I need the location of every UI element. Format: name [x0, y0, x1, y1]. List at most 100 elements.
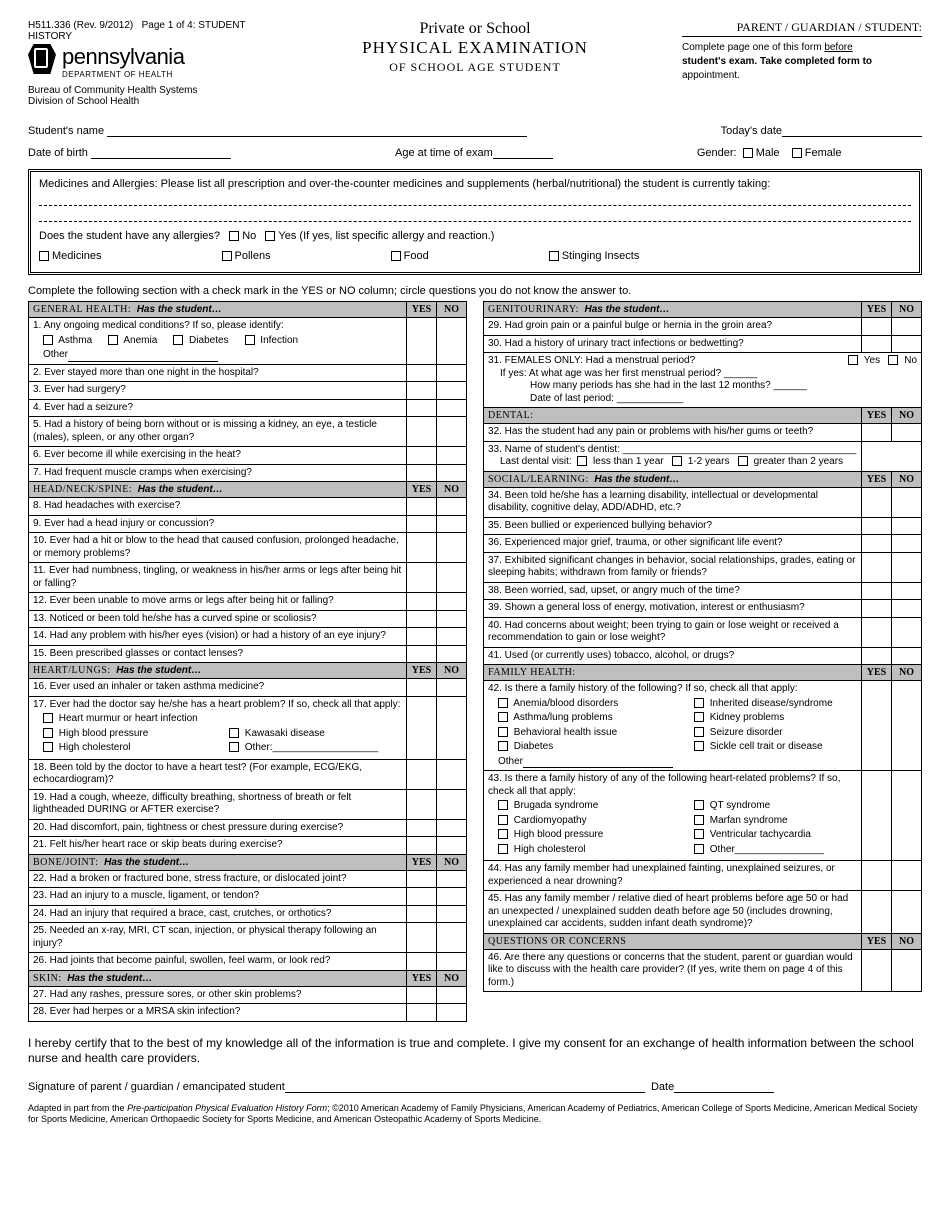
opt-checkbox[interactable] [43, 335, 53, 345]
opt-checkbox[interactable] [694, 727, 704, 737]
yes-cell[interactable] [407, 563, 437, 593]
yes-cell[interactable] [407, 905, 437, 923]
opt-checkbox[interactable] [694, 815, 704, 825]
no-cell[interactable] [437, 953, 467, 971]
no-cell[interactable] [437, 986, 467, 1004]
no-cell[interactable] [437, 464, 467, 482]
yes-cell[interactable] [862, 617, 892, 647]
student-name-input[interactable] [107, 125, 527, 137]
yes-cell[interactable] [407, 923, 437, 953]
opt-checkbox[interactable] [498, 727, 508, 737]
signature-input[interactable] [285, 1081, 645, 1093]
yes-cell[interactable] [862, 771, 892, 861]
no-cell[interactable] [437, 563, 467, 593]
no-cell[interactable] [437, 610, 467, 628]
allergy-medicines-checkbox[interactable] [39, 251, 49, 261]
yes-cell[interactable] [407, 382, 437, 400]
females-no[interactable] [888, 355, 898, 365]
no-cell[interactable] [437, 870, 467, 888]
no-cell[interactable] [437, 759, 467, 789]
yes-cell[interactable] [407, 498, 437, 516]
sub-checkbox[interactable] [738, 456, 748, 466]
sig-date-input[interactable] [674, 1081, 774, 1093]
yes-cell[interactable] [407, 417, 437, 447]
opt-checkbox[interactable] [694, 800, 704, 810]
yes-cell[interactable] [862, 335, 892, 353]
opt-checkbox[interactable] [43, 713, 53, 723]
yes-cell[interactable] [862, 552, 892, 582]
yes-cell[interactable] [407, 789, 437, 819]
yes-cell[interactable] [407, 870, 437, 888]
yes-cell[interactable] [407, 888, 437, 906]
yes-cell[interactable] [407, 953, 437, 971]
gender-female-checkbox[interactable] [792, 148, 802, 158]
opt-checkbox[interactable] [43, 728, 53, 738]
no-cell[interactable] [437, 923, 467, 953]
no-cell[interactable] [437, 696, 467, 759]
no-cell[interactable] [892, 552, 922, 582]
allergy-stinging-checkbox[interactable] [549, 251, 559, 261]
yes-cell[interactable] [862, 582, 892, 600]
opt-checkbox[interactable] [694, 712, 704, 722]
no-cell[interactable] [892, 647, 922, 665]
yes-cell[interactable] [407, 318, 437, 365]
opt-checkbox[interactable] [694, 844, 704, 854]
yes-cell[interactable] [407, 464, 437, 482]
no-cell[interactable] [437, 628, 467, 646]
yes-cell[interactable] [407, 628, 437, 646]
opt-checkbox[interactable] [229, 728, 239, 738]
no-cell[interactable] [892, 949, 922, 992]
yes-cell[interactable] [407, 593, 437, 611]
no-cell[interactable] [437, 905, 467, 923]
no-cell[interactable] [892, 600, 922, 618]
yes-cell[interactable] [862, 647, 892, 665]
sub-checkbox[interactable] [577, 456, 587, 466]
opt-checkbox[interactable] [694, 741, 704, 751]
allergy-no-checkbox[interactable] [229, 231, 239, 241]
no-cell[interactable] [892, 617, 922, 647]
dob-input[interactable] [91, 147, 231, 159]
opt-checkbox[interactable] [173, 335, 183, 345]
yes-cell[interactable] [407, 399, 437, 417]
yes-cell[interactable] [407, 679, 437, 697]
no-cell[interactable] [437, 593, 467, 611]
no-cell[interactable] [892, 535, 922, 553]
no-cell[interactable] [437, 399, 467, 417]
allergy-pollens-checkbox[interactable] [222, 251, 232, 261]
opt-checkbox[interactable] [498, 712, 508, 722]
no-cell[interactable] [437, 789, 467, 819]
no-cell[interactable] [437, 318, 467, 365]
meds-line-2[interactable] [39, 208, 911, 222]
no-cell[interactable] [892, 582, 922, 600]
meds-line-1[interactable] [39, 192, 911, 206]
opt-checkbox[interactable] [498, 815, 508, 825]
yes-cell[interactable] [407, 759, 437, 789]
yes-cell[interactable] [862, 535, 892, 553]
opt-checkbox[interactable] [43, 742, 53, 752]
opt-checkbox[interactable] [498, 829, 508, 839]
allergy-yes-checkbox[interactable] [265, 231, 275, 241]
no-cell[interactable] [892, 771, 922, 861]
opt-checkbox[interactable] [229, 742, 239, 752]
no-cell[interactable] [892, 681, 922, 771]
no-cell[interactable] [437, 1004, 467, 1022]
yes-cell[interactable] [407, 986, 437, 1004]
yes-cell[interactable] [862, 517, 892, 535]
no-cell[interactable] [437, 819, 467, 837]
no-cell[interactable] [892, 335, 922, 353]
opt-checkbox[interactable] [108, 335, 118, 345]
yes-cell[interactable] [407, 364, 437, 382]
opt-checkbox[interactable] [498, 800, 508, 810]
yes-cell[interactable] [862, 487, 892, 517]
no-cell[interactable] [892, 424, 922, 442]
no-cell[interactable] [892, 517, 922, 535]
age-input[interactable] [493, 147, 553, 159]
no-cell[interactable] [437, 515, 467, 533]
no-cell[interactable] [892, 318, 922, 336]
yes-cell[interactable] [862, 318, 892, 336]
yes-cell[interactable] [407, 533, 437, 563]
no-cell[interactable] [437, 888, 467, 906]
yes-cell[interactable] [407, 447, 437, 465]
no-cell[interactable] [437, 447, 467, 465]
yes-cell[interactable] [862, 681, 892, 771]
